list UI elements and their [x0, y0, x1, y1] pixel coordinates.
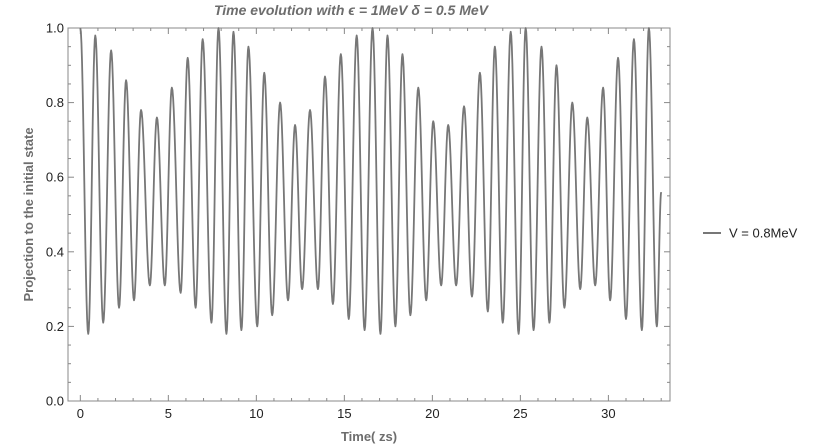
x-tick-label: 0	[77, 406, 84, 421]
y-tick-label: 0.2	[46, 319, 64, 334]
series-line	[79, 27, 663, 335]
x-tick-labels: 0 5 10 15 20 25 30	[77, 406, 616, 421]
series-layer	[79, 27, 663, 335]
x-tick-label: 10	[249, 406, 263, 421]
y-tick-label: 0.4	[46, 244, 64, 259]
x-tick-label: 15	[337, 406, 351, 421]
axis-ticks	[68, 27, 670, 402]
x-tick-label: 30	[601, 406, 615, 421]
x-tick-label: 25	[513, 406, 527, 421]
y-tick-label: 0.0	[46, 394, 64, 409]
x-tick-label: 5	[165, 406, 172, 421]
legend-label: V = 0.8MeV	[729, 226, 798, 241]
x-axis-label: Time( zs)	[341, 429, 397, 444]
y-tick-label: 0.8	[46, 95, 64, 110]
y-tick-label: 1.0	[46, 21, 64, 36]
plot-frame	[67, 27, 671, 402]
chart-title: Time evolution with ϵ = 1MeV δ = 0.5 MeV	[214, 2, 490, 18]
y-tick-label: 0.6	[46, 170, 64, 185]
legend: V = 0.8MeV	[703, 226, 798, 241]
x-tick-label: 20	[425, 406, 439, 421]
y-axis-label: Projection to the initial state	[21, 127, 36, 301]
y-tick-labels: 0.0 0.2 0.4 0.6 0.8 1.0	[46, 21, 64, 409]
